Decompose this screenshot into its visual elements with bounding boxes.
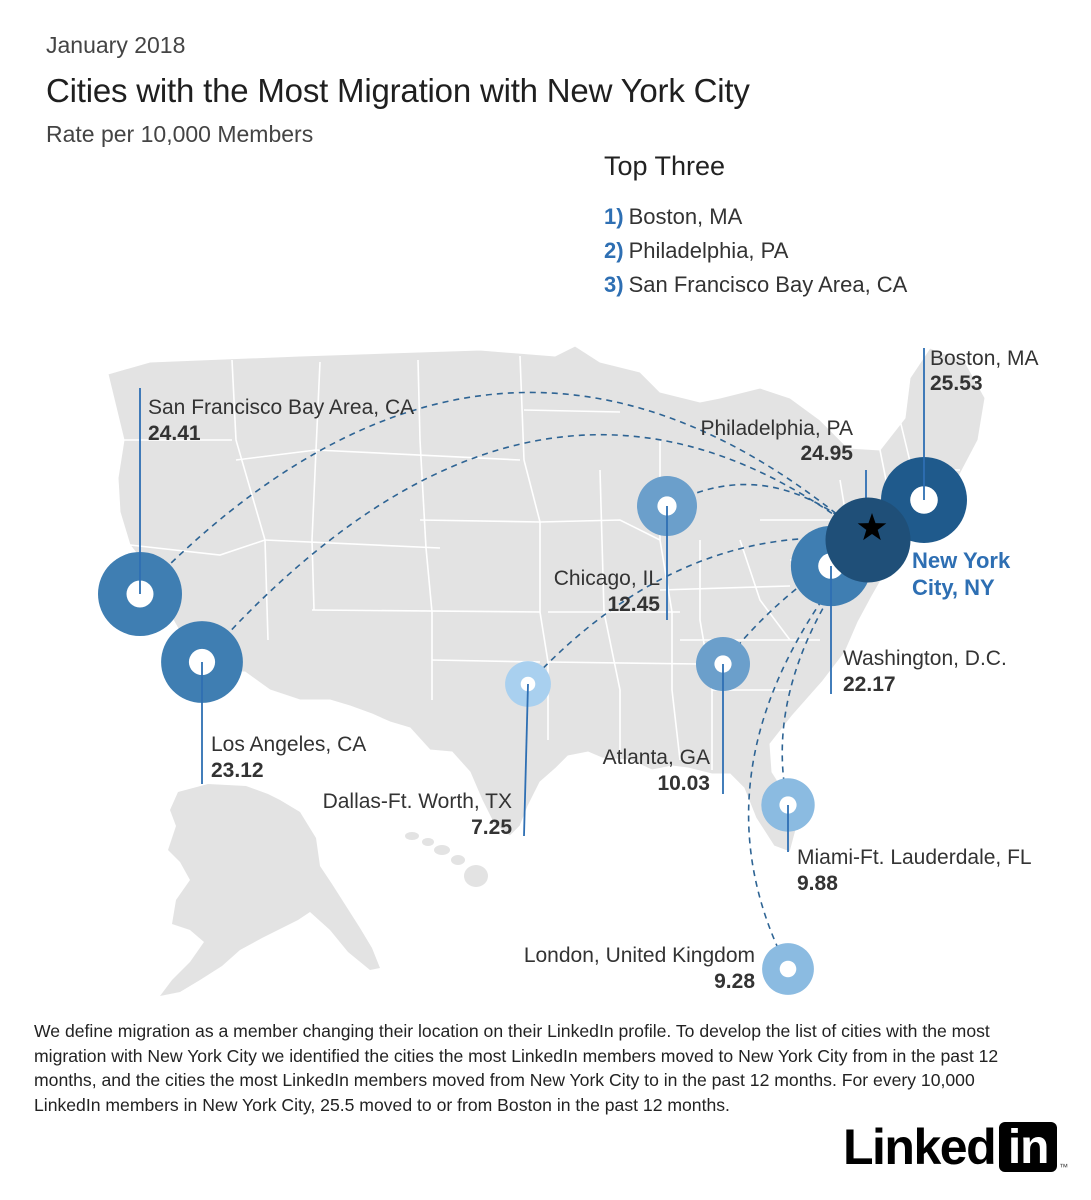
city-value-washington: 22.17 (843, 673, 896, 696)
city-value-sf: 24.41 (148, 422, 201, 445)
hub-bubble (825, 497, 911, 583)
logo-in-box: in (999, 1122, 1058, 1174)
city-name-miami: Miami-Ft. Lauderdale, FL (797, 846, 1032, 869)
page-title: Cities with the Most Migration with New … (46, 72, 750, 109)
top-three-city: San Francisco Bay Area, CA (628, 272, 908, 297)
city-value-philadelphia: 24.95 (800, 442, 853, 465)
city-value-chicago: 12.45 (607, 593, 660, 616)
route-la (201, 433, 869, 663)
leader-dallas (523, 683, 529, 837)
city-name-philadelphia: Philadelphia, PA (700, 417, 853, 440)
page-subtitle: Rate per 10,000 Members (46, 121, 314, 147)
linkedin-logo: Linked in ™ (843, 1119, 1069, 1175)
rank-number: 3) (604, 272, 624, 297)
date-label: January 2018 (46, 32, 186, 58)
rank-number: 1) (604, 204, 624, 229)
city-name-la: Los Angeles, CA (211, 733, 366, 756)
top-three-item: 3) San Francisco Bay Area, CA (604, 269, 907, 303)
city-name-atlanta: Atlanta, GA (603, 746, 710, 769)
hub-label-line1: New York (912, 548, 1011, 573)
city-name-sf: San Francisco Bay Area, CA (148, 396, 414, 419)
top-three-item: 1) Boston, MA (604, 201, 907, 235)
city-name-washington: Washington, D.C. (843, 647, 1007, 670)
trademark-symbol: ™ (1059, 1162, 1069, 1172)
us-mainland-shape (107, 345, 986, 853)
map-land (107, 345, 986, 996)
city-name-dallas: Dallas-Ft. Worth, TX (323, 790, 512, 813)
top-three-item: 2) Philadelphia, PA (604, 235, 907, 269)
label-leader-lines (139, 348, 925, 852)
city-labels: Boston, MA 25.53 Philadelphia, PA 24.95 … (148, 347, 1039, 993)
city-value-london: 9.28 (714, 970, 755, 993)
top-three-city: Boston, MA (628, 204, 743, 229)
city-value-atlanta: 10.03 (657, 772, 710, 795)
methodology-footnote: We define migration as a member changing… (34, 1021, 999, 1115)
city-name-london: London, United Kingdom (524, 944, 755, 967)
top-three-list: 1) Boston, MA 2) Philadelphia, PA 3) San Fr… (604, 201, 907, 303)
hub-marker: New York City, NY (825, 497, 1011, 600)
route-sf (139, 391, 869, 595)
logo-wordmark: Linked (843, 1119, 997, 1175)
hub-label-line2: City, NY (912, 575, 995, 600)
rank-number: 2) (604, 238, 624, 263)
hawaii-islands (405, 832, 488, 887)
city-value-dallas: 7.25 (471, 816, 512, 839)
city-value-miami: 9.88 (797, 872, 838, 895)
city-value-la: 23.12 (211, 759, 264, 782)
alaska-shape (160, 784, 380, 996)
top-three-heading: Top Three (604, 151, 726, 181)
city-name-boston: Boston, MA (930, 347, 1039, 370)
city-name-chicago: Chicago, IL (554, 567, 660, 590)
city-value-boston: 25.53 (930, 372, 983, 395)
bubble-center-london (779, 960, 797, 978)
top-three-city: Philadelphia, PA (628, 238, 789, 263)
star-icon (857, 513, 887, 541)
